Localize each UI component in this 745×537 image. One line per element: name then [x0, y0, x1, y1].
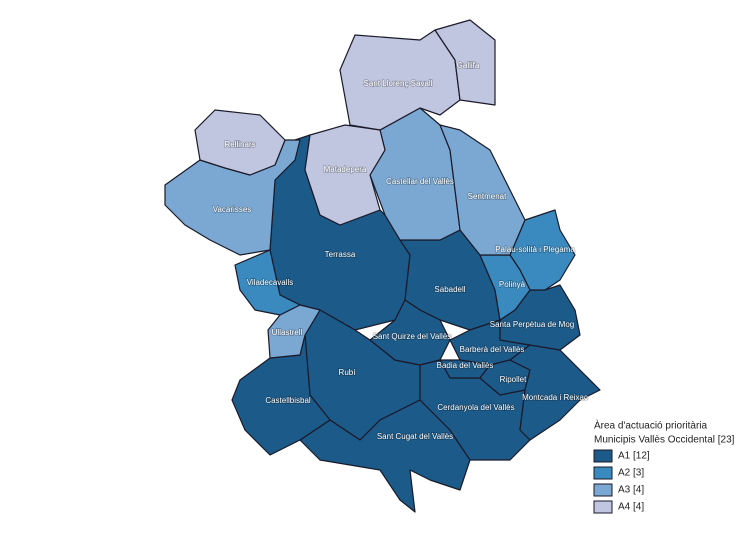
- municipality-label: Gallifa: [457, 61, 480, 70]
- legend-swatch: [593, 483, 613, 497]
- legend-swatch: [593, 500, 613, 514]
- municipality: [439, 124, 526, 256]
- labels: Terrassa Sabadell Rubí Sant Cugat del Vallè…: [212, 60, 589, 442]
- municipality-label: Palau-solità i Plegama: [495, 245, 575, 254]
- municipality-label: Montcada i Reixac: [522, 393, 588, 402]
- municipality-label: Barberà del Vallès: [460, 345, 525, 354]
- regions: [164, 19, 601, 513]
- legend-swatch: [593, 466, 613, 480]
- legend: A1 [12] A2 [3] A3 [4] A4 [4]: [593, 449, 650, 514]
- municipality-label: Ripollet: [500, 375, 527, 384]
- municipality-label: Ullastrell: [272, 328, 303, 337]
- municipality: [339, 29, 461, 131]
- municipality: [369, 299, 451, 366]
- municipality-label: Sentmenat: [468, 192, 507, 201]
- legend-label: A3 [4]: [618, 485, 644, 496]
- municipality-label: Cerdanyola del Vallès: [437, 403, 514, 412]
- municipality: [267, 304, 321, 359]
- municipality: [234, 249, 301, 316]
- legend-title: Àrea d'actuació prioritària: [594, 419, 708, 432]
- legend-subtitle: Municipis Vallès Occidental [23]: [594, 435, 735, 446]
- municipality: [194, 109, 286, 176]
- municipality: [434, 19, 496, 106]
- legend-label: A4 [4]: [618, 502, 644, 513]
- municipality-label: Rubí: [339, 368, 357, 377]
- municipality-label: Sant Cugat del Vallès: [377, 432, 453, 441]
- municipality: [299, 399, 471, 513]
- municipality-label: Rellinars: [224, 140, 255, 149]
- municipality-label: Castellbisbal: [265, 396, 311, 405]
- municipality-label: Badia del Vallès: [437, 361, 494, 370]
- legend-label: A2 [3]: [618, 468, 644, 479]
- municipality-label: Polinyà: [499, 280, 526, 289]
- municipality-label: Santa Perpètua de Mog: [490, 320, 575, 329]
- municipality: [304, 124, 386, 226]
- municipality-label: Terrassa: [325, 250, 356, 259]
- municipality-label: Sant Llorenç Savall: [364, 79, 433, 88]
- municipality-label: Viladecavalls: [247, 278, 294, 287]
- municipality: [479, 254, 531, 321]
- legend-label: A1 [12]: [618, 451, 650, 462]
- municipality-label: Matadepera: [324, 165, 367, 174]
- legend-swatch: [593, 449, 613, 463]
- municipality-label: Castellar del Vallès: [386, 177, 454, 186]
- municipality-label: Sabadell: [434, 285, 465, 294]
- municipality-label: Vacarisses: [213, 205, 252, 214]
- municipality-label: Sant Quirze del Vallès: [373, 332, 452, 341]
